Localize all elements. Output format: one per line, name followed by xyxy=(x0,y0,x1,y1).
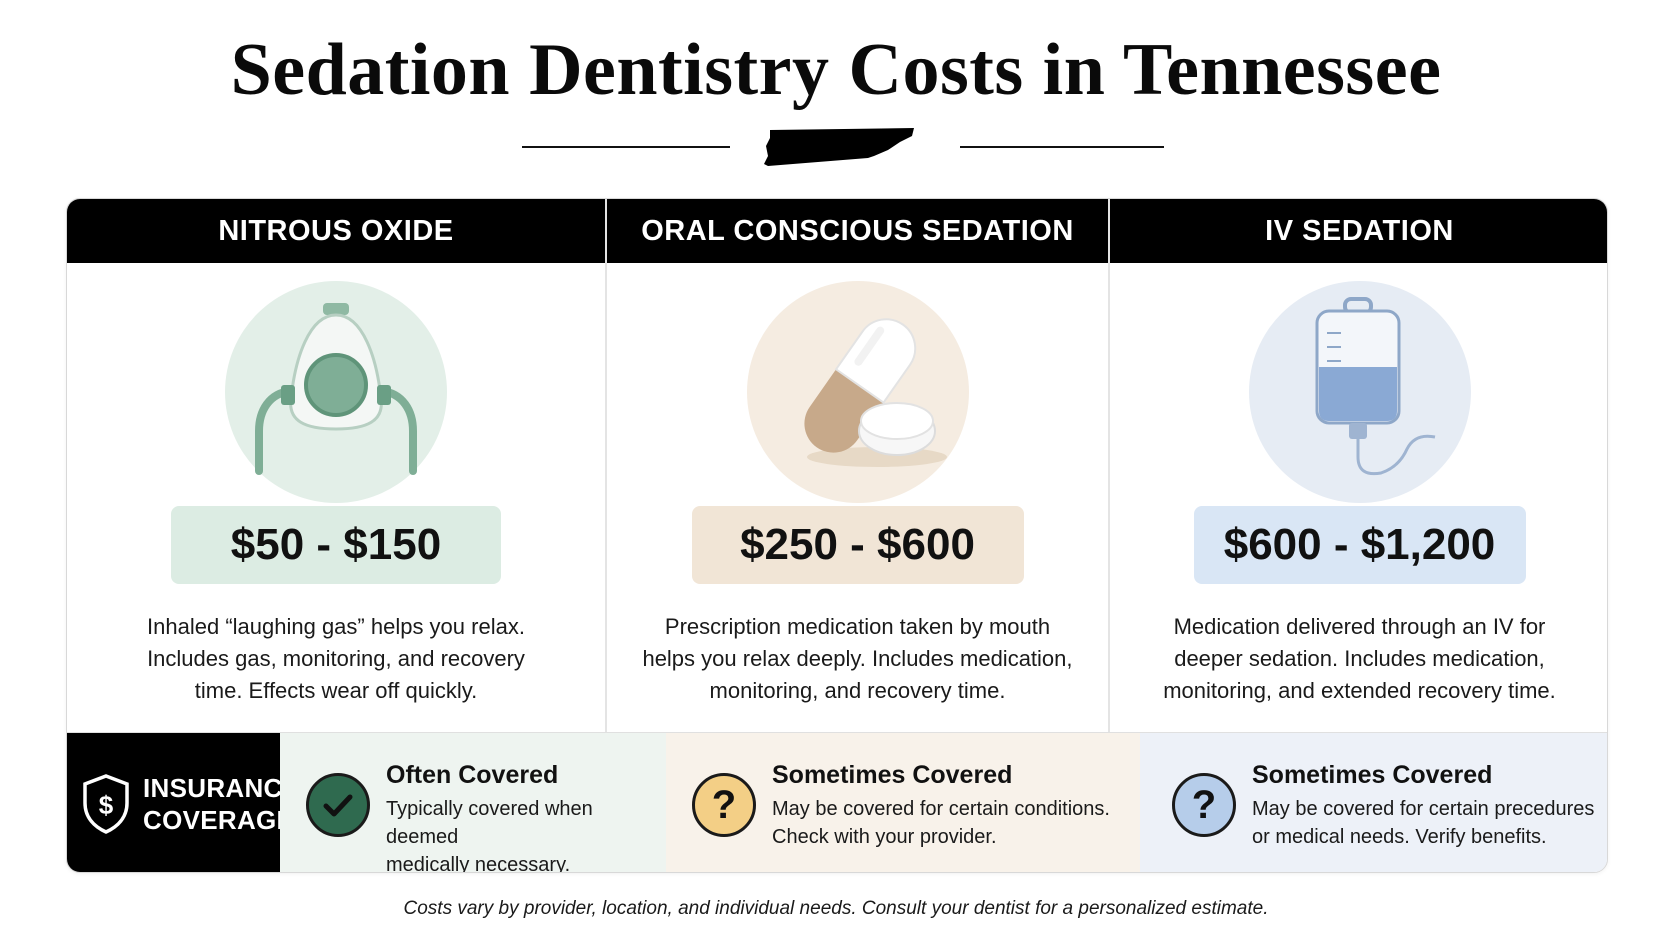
insurance-coverage-row: $ INSURANCE COVERAGE Often Covered Typic… xyxy=(67,732,1607,873)
description-line: Inhaled “laughing gas” helps you relax. xyxy=(147,614,525,639)
iv-bag-icon xyxy=(1248,281,1471,503)
title-divider-left xyxy=(522,146,730,148)
page-title: Sedation Dentistry Costs in Tennessee xyxy=(230,29,1442,111)
cost-comparison-panel: NITROUS OXIDE $50 - $150 Inhaled “laughi… xyxy=(66,198,1608,873)
description-line: Includes gas, monitoring, and recovery xyxy=(147,646,525,671)
coverage-line: or medical needs. Verify benefits. xyxy=(1252,826,1547,848)
column-iv-sedation: IV SEDATION $600 - $1,200 Medication del… xyxy=(1108,199,1607,732)
description-line: Prescription medication taken by mouth xyxy=(664,614,1051,639)
shield-dollar-icon: $ xyxy=(83,774,129,834)
tennessee-map-icon xyxy=(764,128,914,166)
coverage-line: May be covered for certain precedures xyxy=(1252,798,1595,820)
svg-text:$: $ xyxy=(99,790,114,820)
coverage-status: Often Covered xyxy=(386,761,559,789)
insurance-label-line: INSURANCE xyxy=(143,773,301,803)
price-range: $50 - $150 xyxy=(171,506,501,584)
gas-mask-icon xyxy=(225,281,447,503)
description-line: monitoring, and extended recovery time. xyxy=(1163,678,1556,703)
coverage-status: Sometimes Covered xyxy=(772,761,1013,789)
coverage-oral-sedation: ? Sometimes Covered May be covered for c… xyxy=(666,733,1140,872)
description-line: time. Effects wear off quickly. xyxy=(194,678,478,703)
description-line: helps you relax deeply. Includes medicat… xyxy=(642,646,1073,671)
coverage-line: May be covered for certain conditions. xyxy=(772,798,1110,820)
description-line: Medication delivered through an IV for xyxy=(1173,614,1546,639)
description-line: deeper sedation. Includes medication, xyxy=(1174,646,1545,671)
coverage-line: medically necessary. xyxy=(386,854,571,873)
title-divider-right xyxy=(960,146,1164,148)
column-oral-conscious-sedation: ORAL CONSCIOUS SEDATION $250 - $600 Pres… xyxy=(605,199,1108,732)
column-header: IV SEDATION xyxy=(1110,199,1607,263)
column-header: ORAL CONSCIOUS SEDATION xyxy=(607,199,1108,263)
price-range: $250 - $600 xyxy=(691,506,1024,584)
coverage-details: May be covered for certain conditions. C… xyxy=(772,795,1110,851)
question-icon: ? xyxy=(692,773,756,837)
coverage-iv-sedation: ? Sometimes Covered May be covered for c… xyxy=(1140,733,1607,872)
coverage-details: May be covered for certain precedures or… xyxy=(1252,795,1594,851)
description-line: monitoring, and recovery time. xyxy=(709,678,1006,703)
coverage-line: Typically covered when deemed xyxy=(386,798,593,848)
description: Medication delivered through an IV for d… xyxy=(1130,611,1589,707)
coverage-status: Sometimes Covered xyxy=(1252,761,1493,789)
coverage-nitrous-oxide: Often Covered Typically covered when dee… xyxy=(280,733,666,873)
insurance-label-line: COVERAGE xyxy=(143,805,295,835)
insurance-coverage-label: $ INSURANCE COVERAGE xyxy=(67,733,300,872)
column-header: NITROUS OXIDE xyxy=(67,199,605,263)
check-icon xyxy=(306,773,370,837)
footnote: Costs vary by provider, location, and in… xyxy=(403,898,1269,919)
description: Inhaled “laughing gas” helps you relax. … xyxy=(87,611,585,707)
column-nitrous-oxide: NITROUS OXIDE $50 - $150 Inhaled “laughi… xyxy=(67,199,605,732)
pill-icon xyxy=(746,281,969,503)
description: Prescription medication taken by mouth h… xyxy=(627,611,1088,707)
coverage-details: Typically covered when deemed medically … xyxy=(386,795,666,873)
price-range: $600 - $1,200 xyxy=(1193,506,1526,584)
question-icon: ? xyxy=(1172,773,1236,837)
coverage-line: Check with your provider. xyxy=(772,826,997,848)
